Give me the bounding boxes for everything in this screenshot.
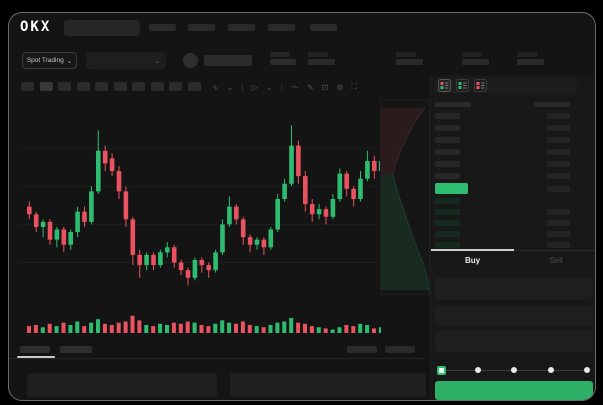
market-type-label: Spot Trading [26,57,64,64]
bottom-action-placeholder[interactable] [347,346,377,353]
chart-tool-icons: ∿ ⌄ | ▷ ⌄ | 〜 ✎ ⊡ ⚙ ⛶ [212,81,357,93]
orderbook-cell-placeholder [547,186,570,192]
bid-price-placeholder [435,198,460,204]
bottom-action-placeholder[interactable] [385,346,415,353]
book-buy-icon[interactable] [456,78,469,92]
slider-handle[interactable] [436,365,446,375]
last-price-placeholder [270,52,296,65]
bid-amount-placeholder [547,220,570,226]
active-tab-underline [17,356,55,358]
nav-item-placeholder[interactable] [228,24,255,31]
toolbar-button-placeholder[interactable] [187,82,201,91]
chevron-down-icon: ⌄ [66,57,73,65]
chevron-down-icon[interactable]: ⌄ [265,82,273,92]
bid-price-placeholder [435,220,460,226]
tab-sell[interactable]: Sell [549,256,563,265]
divider [9,358,425,359]
coin-icon [183,53,198,68]
settings-icon[interactable]: ⚙ [336,82,344,92]
depth-chart [380,99,430,295]
chevron-down-icon: ⌄ [154,57,160,65]
buy-tab-indicator [431,249,514,251]
book-default-icon[interactable] [438,78,451,92]
nav-item-placeholder[interactable] [310,24,337,31]
ask-price-placeholder [435,161,460,167]
toolbar-button-placeholder[interactable] [58,82,71,91]
tab-buy[interactable]: Buy [464,256,481,265]
toolbar-button-placeholder[interactable] [113,82,127,91]
total-field[interactable] [435,330,593,352]
toolbar-button-placeholder[interactable] [21,82,34,91]
ask-price-placeholder [435,137,460,143]
nav-item-placeholder[interactable] [149,24,176,31]
bid-amount-placeholder [547,209,570,215]
slider-stop[interactable] [547,367,554,373]
bottom-panel [230,373,426,397]
buy-submit-button[interactable] [435,381,593,400]
orderbook-view-switcher [434,77,577,93]
amount-field[interactable] [435,305,593,327]
ask-price-placeholder [435,113,460,119]
toolbar-button-placeholder[interactable] [169,82,182,91]
toolbar-button-placeholder[interactable] [95,82,108,91]
chevron-down-icon[interactable]: ⌄ [226,82,234,92]
book-sell-icon[interactable] [474,78,487,92]
ask-amount-placeholder [547,149,570,155]
ask-amount-placeholder [547,125,570,131]
ask-price-placeholder [435,125,460,131]
ask-amount-placeholder [547,113,570,119]
slider-stop[interactable] [584,367,590,373]
bottom-panel [27,373,217,397]
order-panel: Buy Sell [430,75,595,400]
divider: | [241,82,244,92]
bid-amount-placeholder [547,242,570,248]
bid-price-placeholder [435,242,460,248]
orderbook-header-amount [534,102,570,107]
toolbar-button-placeholder[interactable] [150,82,164,91]
app-window: OKX Spot Trading ⌄ ⌄ ∿ ⌄ | ▷ ⌄ | 〜 ✎ ⊡ ⚙ ⛶ [8,12,596,401]
orderbook-header-price [435,102,471,107]
camera-icon[interactable]: ⊡ [321,82,329,92]
last-price-bar[interactable] [435,183,468,194]
nav-item-placeholder[interactable] [188,24,215,31]
ask-amount-placeholder [547,173,570,179]
divider: | [280,82,283,92]
toolbar-button-placeholder[interactable] [39,82,53,91]
ask-amount-placeholder [547,161,570,167]
pair-select-dropdown[interactable]: ⌄ [86,52,166,69]
toolbar-button-placeholder[interactable] [76,82,90,91]
fullscreen-icon[interactable]: ⛶ [351,82,358,91]
bid-amount-placeholder [547,231,570,237]
slider-stop[interactable] [511,367,517,373]
ask-price-placeholder [435,173,460,179]
replay-icon[interactable]: ▷ [251,82,258,92]
indicator-icon[interactable]: ∿ [212,82,219,92]
bottom-tab[interactable] [60,346,92,353]
pair-name-placeholder [204,55,252,66]
toolbar-button-placeholder[interactable] [132,82,145,91]
bottom-tab-active[interactable] [20,346,50,353]
price-field[interactable] [435,278,593,300]
volume-chart [19,296,381,336]
market-type-dropdown[interactable]: Spot Trading ⌄ [22,52,77,69]
bid-price-placeholder [435,231,460,237]
nav-item-placeholder[interactable] [268,24,295,31]
ask-price-placeholder [435,149,460,155]
draw-icon[interactable]: ✎ [306,82,314,92]
line-style-icon[interactable]: 〜 [290,82,299,92]
slider-stop[interactable] [474,367,481,373]
candlestick-chart[interactable] [19,105,381,293]
search-input[interactable] [64,20,140,36]
ask-amount-placeholder [547,137,570,143]
okx-logo: OKX [20,19,52,35]
bid-price-placeholder [435,209,460,215]
